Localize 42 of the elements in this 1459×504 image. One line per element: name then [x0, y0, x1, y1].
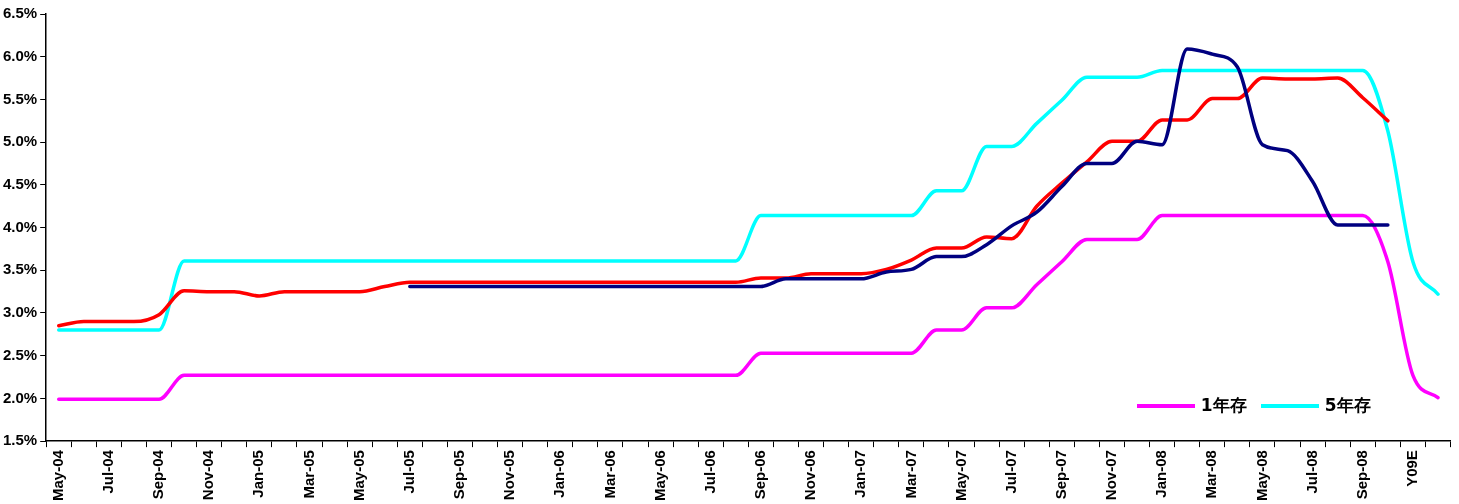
x-tick-label: Nov-04 [199, 449, 217, 501]
y-tick-label: 6.0% [2, 46, 38, 64]
y-tick-label: 4.0% [2, 217, 38, 235]
x-tick-label: Jan-05 [249, 450, 267, 498]
x-tick-label: Nov-07 [1102, 450, 1120, 501]
x-tick-label: Sep-08 [1352, 450, 1370, 500]
x-tick-label: Mar-07 [901, 450, 919, 499]
x-tick-label: Sep-06 [751, 450, 769, 500]
x-tick-label: Jan-08 [1152, 450, 1170, 498]
x-tick-label: Mar-05 [299, 450, 317, 499]
y-tick-label: 1.5% [2, 431, 38, 449]
y-tick-label: 3.0% [2, 303, 38, 321]
x-tick-label: Jan-06 [550, 450, 568, 498]
legend-label: 1年存 [1200, 394, 1247, 418]
x-tick-label: Jan-07 [851, 450, 869, 498]
x-tick-label: Mar-08 [1202, 450, 1220, 499]
y-tick-label: 2.5% [2, 345, 38, 363]
line-series [408, 47, 1390, 289]
x-tick-label: Sep-04 [149, 449, 167, 500]
x-tick-label: May-07 [951, 450, 969, 501]
x-tick-label: Y09E [1403, 450, 1421, 487]
x-tick-label: Mar-06 [600, 450, 618, 499]
x-tick-label: Jul-04 [99, 449, 117, 494]
x-tick-label: Sep-05 [450, 450, 468, 500]
y-tick-label: 5.0% [2, 132, 38, 150]
x-tick-label: Jul-05 [399, 450, 417, 494]
x-tick-label: Jul-08 [1302, 450, 1320, 494]
x-tick-label: May-04 [48, 449, 66, 501]
legend-label: 5年存 [1324, 394, 1371, 418]
y-tick-label: 5.5% [2, 89, 38, 107]
y-tick-label: 4.5% [2, 175, 38, 192]
x-tick-label: May-08 [1252, 450, 1270, 501]
x-tick-label: Sep-07 [1051, 450, 1069, 500]
y-tick-label: 3.5% [2, 260, 38, 278]
x-tick-label: Nov-06 [801, 450, 819, 501]
y-tick-label: 6.5% [2, 4, 38, 22]
x-tick-label: Jul-07 [1001, 450, 1019, 494]
x-tick-label: May-06 [650, 450, 668, 501]
x-tick-label: Nov-05 [500, 450, 518, 501]
x-tick-label: Jul-06 [700, 450, 718, 494]
x-tick-label: May-05 [349, 450, 367, 501]
y-tick-label: 2.0% [2, 388, 38, 406]
